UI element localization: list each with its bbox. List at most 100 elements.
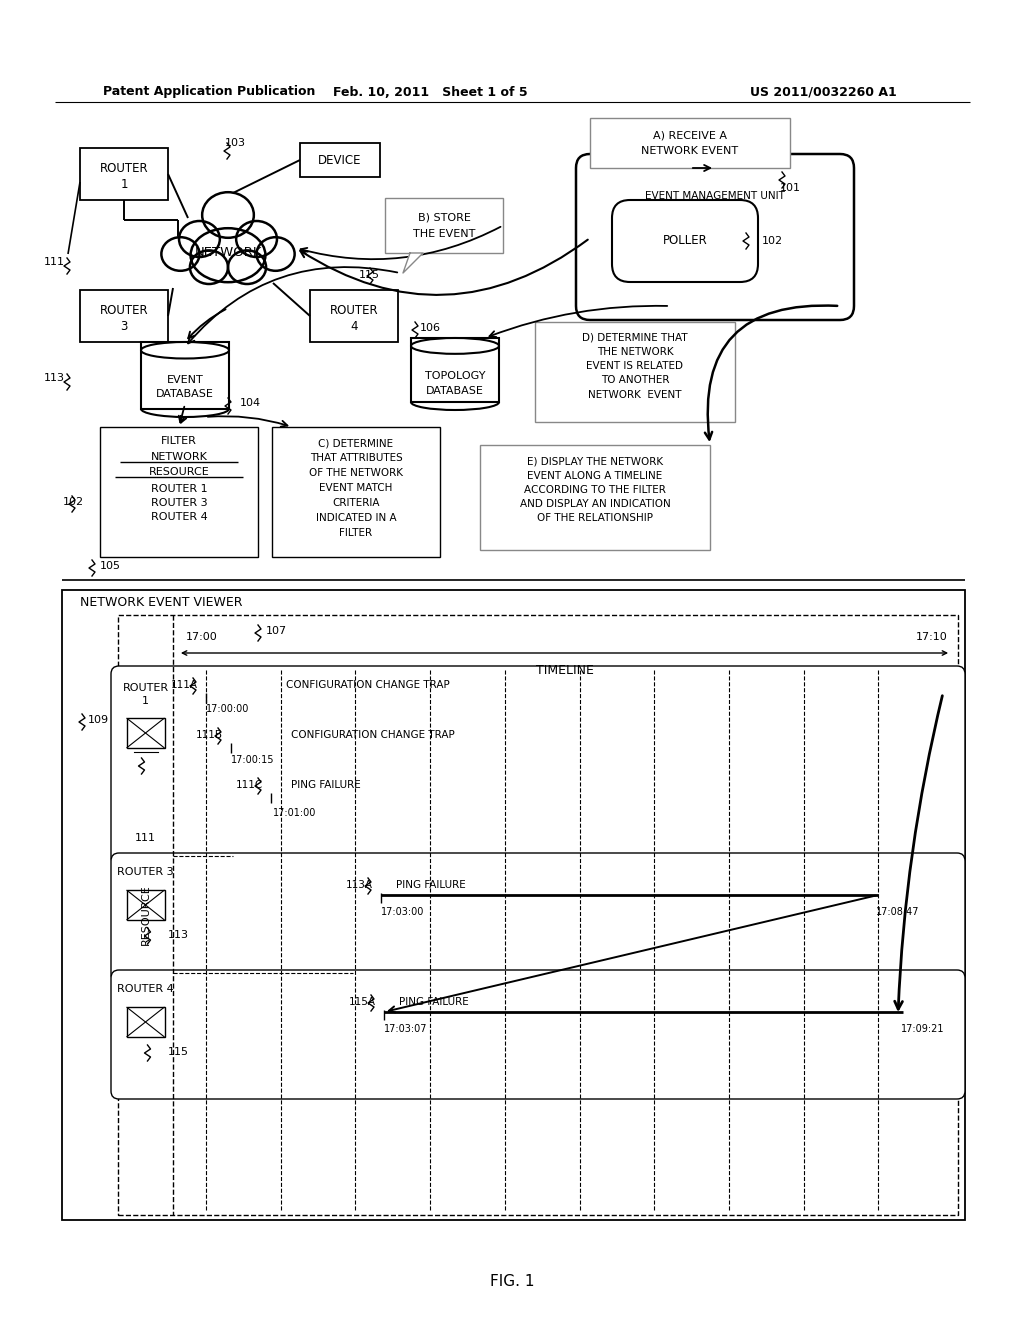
Text: FIG. 1: FIG. 1 (489, 1275, 535, 1290)
Bar (127, 718, 165, 748)
Text: A) RECEIVE A: A) RECEIVE A (653, 129, 727, 140)
Bar (385, 198, 503, 253)
Text: EVENT ALONG A TIMELINE: EVENT ALONG A TIMELINE (527, 471, 663, 480)
Text: 111: 111 (44, 257, 65, 267)
Bar (100, 426, 258, 557)
Bar (480, 445, 710, 550)
Text: ROUTER: ROUTER (123, 682, 169, 693)
Text: CONFIGURATION CHANGE TRAP: CONFIGURATION CHANGE TRAP (291, 730, 455, 741)
Text: ACCORDING TO THE FILTER: ACCORDING TO THE FILTER (524, 484, 666, 495)
Text: 102: 102 (62, 498, 84, 507)
Text: 103: 103 (225, 139, 246, 148)
Text: B) STORE: B) STORE (418, 213, 470, 223)
Text: 111B: 111B (196, 730, 223, 741)
Text: OF THE NETWORK: OF THE NETWORK (309, 469, 403, 478)
Bar (272, 426, 440, 557)
Ellipse shape (202, 193, 254, 238)
Ellipse shape (228, 251, 266, 284)
Ellipse shape (190, 228, 265, 282)
Text: 17:00: 17:00 (186, 632, 218, 642)
Bar (535, 322, 735, 422)
Text: THE EVENT: THE EVENT (413, 228, 475, 239)
Bar (80, 290, 168, 342)
FancyBboxPatch shape (111, 853, 965, 982)
Bar (80, 148, 168, 201)
Text: 17:03:00: 17:03:00 (381, 907, 424, 917)
Ellipse shape (179, 220, 220, 257)
Text: 17:10: 17:10 (916, 632, 948, 642)
Text: 105: 105 (100, 561, 121, 572)
Ellipse shape (141, 342, 229, 359)
Text: 115: 115 (168, 1047, 188, 1057)
Text: EVENT: EVENT (167, 375, 204, 385)
Text: 17:03:07: 17:03:07 (384, 1024, 427, 1034)
Text: PING FAILURE: PING FAILURE (399, 997, 469, 1007)
Text: THAT ATTRIBUTES: THAT ATTRIBUTES (309, 453, 402, 463)
Text: NETWORK EVENT VIEWER: NETWORK EVENT VIEWER (80, 595, 243, 609)
Bar (127, 890, 165, 920)
Text: CONFIGURATION CHANGE TRAP: CONFIGURATION CHANGE TRAP (286, 680, 450, 690)
Text: 17:01:00: 17:01:00 (273, 808, 316, 818)
FancyArrowPatch shape (705, 305, 838, 440)
Ellipse shape (257, 238, 295, 271)
Ellipse shape (162, 238, 200, 271)
Text: CRITERIA: CRITERIA (332, 498, 380, 508)
Text: TIMELINE: TIMELINE (536, 664, 594, 677)
FancyBboxPatch shape (111, 667, 965, 865)
Text: PING FAILURE: PING FAILURE (396, 880, 466, 890)
Text: POLLER: POLLER (663, 235, 708, 248)
Text: EVENT MANAGEMENT UNIT: EVENT MANAGEMENT UNIT (645, 191, 785, 201)
Text: NETWORK: NETWORK (195, 247, 262, 260)
Text: DEVICE: DEVICE (318, 153, 361, 166)
Text: ROUTER 3: ROUTER 3 (117, 867, 174, 876)
Ellipse shape (411, 338, 499, 354)
Text: ROUTER 1: ROUTER 1 (151, 484, 207, 494)
Text: ROUTER: ROUTER (330, 304, 378, 317)
Text: 109: 109 (88, 715, 110, 725)
Text: EVENT IS RELATED: EVENT IS RELATED (587, 360, 683, 371)
Bar (310, 290, 398, 342)
Text: 113: 113 (168, 931, 188, 940)
Text: 106: 106 (420, 323, 441, 333)
FancyBboxPatch shape (575, 154, 854, 319)
Text: 17:00:00: 17:00:00 (206, 704, 250, 714)
Text: 3: 3 (120, 319, 128, 333)
Text: FILTER: FILTER (161, 436, 197, 446)
Text: TOPOLOGY: TOPOLOGY (425, 371, 485, 381)
Text: 104: 104 (240, 399, 261, 408)
FancyBboxPatch shape (111, 970, 965, 1100)
Text: E) DISPLAY THE NETWORK: E) DISPLAY THE NETWORK (527, 457, 664, 467)
Text: 1: 1 (142, 696, 150, 706)
Text: 111: 111 (135, 833, 156, 843)
Text: RESOURCE: RESOURCE (140, 884, 151, 945)
Text: 1: 1 (120, 177, 128, 190)
Text: NETWORK: NETWORK (151, 451, 208, 462)
Text: D) DETERMINE THAT: D) DETERMINE THAT (583, 333, 688, 343)
Text: ROUTER: ROUTER (99, 161, 148, 174)
Text: TO ANOTHER: TO ANOTHER (601, 375, 670, 385)
Text: 4: 4 (350, 319, 357, 333)
FancyArrowPatch shape (895, 696, 942, 1008)
Text: OF THE RELATIONSHIP: OF THE RELATIONSHIP (537, 513, 653, 523)
Bar (300, 143, 380, 177)
Text: 107: 107 (266, 626, 287, 636)
FancyBboxPatch shape (612, 201, 758, 282)
Text: US 2011/0032260 A1: US 2011/0032260 A1 (750, 86, 897, 99)
Bar (118, 615, 958, 1214)
Text: ROUTER: ROUTER (99, 304, 148, 317)
Text: 102: 102 (762, 236, 783, 246)
Text: Patent Application Publication: Patent Application Publication (103, 86, 315, 99)
Text: ROUTER 4: ROUTER 4 (151, 512, 208, 521)
Polygon shape (403, 253, 423, 273)
Text: ROUTER 3: ROUTER 3 (151, 498, 207, 508)
Bar (141, 342, 229, 409)
Text: NETWORK EVENT: NETWORK EVENT (641, 147, 738, 156)
Ellipse shape (189, 251, 228, 284)
Bar (127, 1007, 165, 1038)
Text: DATABASE: DATABASE (156, 389, 214, 399)
Text: 113A: 113A (346, 880, 373, 890)
Text: INDICATED IN A: INDICATED IN A (315, 513, 396, 523)
Text: 113: 113 (44, 374, 65, 383)
Text: 17:09:21: 17:09:21 (901, 1024, 944, 1034)
Text: 115A: 115A (349, 997, 376, 1007)
